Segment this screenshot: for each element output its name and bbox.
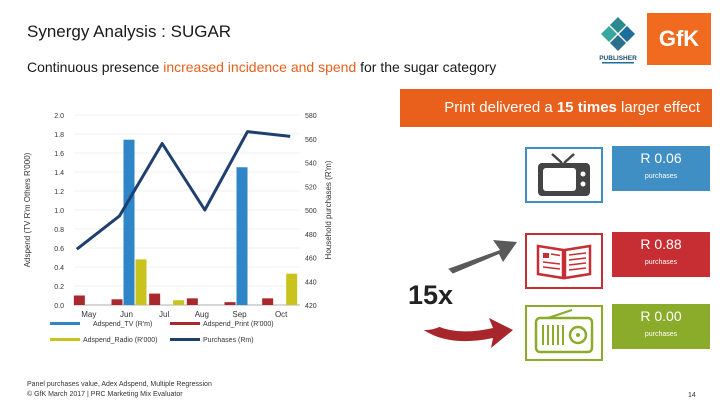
- right-tick-label: 580: [305, 113, 317, 120]
- left-tick-label: 1.8: [54, 132, 64, 139]
- left-tick-label: 0.0: [54, 303, 64, 310]
- legend-label: Adspend_Print (R'000): [203, 321, 274, 328]
- left-tick-label: 1.2: [54, 189, 64, 196]
- x-tick-label: Sep: [232, 310, 247, 319]
- sugar-synergy-chart: 0.0 0.2 0.4 0.6 0.8 1.0 1.2 1.4 1.6 1.8 2.0 420 440 4…: [23, 113, 333, 344]
- right-tick-label: 460: [305, 256, 317, 263]
- bar-print: [111, 299, 123, 305]
- radio-return-label: purchases: [644, 331, 678, 338]
- print-return-label: purchases: [644, 259, 678, 266]
- x-tick-label: Aug: [195, 310, 209, 319]
- footnote-copyright: © GfK March 2017 | PRC Marketing Mix Eva…: [27, 391, 183, 398]
- right-tick-label: 500: [305, 208, 317, 215]
- chart-purchases-line: [75, 130, 291, 251]
- bar-radio: [135, 259, 147, 305]
- gfk-logo: GfK: [647, 13, 711, 65]
- bar-print: [149, 293, 161, 305]
- badge-circle: [390, 260, 460, 330]
- bar-print: [224, 302, 236, 305]
- media-card-tv: R 0.06 purchases: [516, 146, 710, 204]
- bar-radio: [173, 300, 185, 305]
- legend-swatch: [170, 338, 200, 341]
- tv-return-value: R 0.06: [640, 150, 682, 166]
- media-card-print: R 0.88 purchases: [516, 232, 710, 290]
- bar-tv: [236, 167, 248, 305]
- radio-icon: [516, 304, 612, 362]
- left-tick-label: 0.6: [54, 246, 64, 253]
- print-effect-text-start: Print delivered a: [444, 99, 557, 116]
- chart-axes: [74, 114, 300, 306]
- left-tick-label: 0.2: [54, 284, 64, 291]
- tv-value-box: R 0.06 purchases: [612, 146, 710, 191]
- left-tick-label: 0.4: [54, 265, 64, 272]
- left-tick-label: 1.6: [54, 151, 64, 158]
- legend-swatch: [170, 322, 200, 325]
- bar-print: [262, 298, 274, 305]
- purchases-line: [75, 130, 291, 251]
- legend-label: Purchases (Rm): [203, 337, 254, 344]
- print-effect-text-end: larger effect: [616, 99, 700, 116]
- tv-return-label: purchases: [644, 173, 678, 180]
- print-effect-multiplier: 15 times: [556, 99, 617, 116]
- legend-swatch: [50, 322, 80, 325]
- print-value-box: R 0.88 purchases: [612, 232, 710, 277]
- chart-bars: [73, 139, 298, 305]
- legend-label: Adspend_TV (R'm): [93, 321, 152, 328]
- legend-swatch: [50, 338, 80, 341]
- left-tick-label: 1.0: [54, 208, 64, 215]
- y-axis-right-title: Household purchases (R'm): [324, 160, 333, 259]
- right-tick-label: 440: [305, 279, 317, 286]
- bar-radio: [286, 273, 298, 305]
- bar-print: [186, 298, 198, 305]
- chart-legend: Adspend_TV (R'm) Adspend_Print (R'000) Ads…: [50, 321, 274, 344]
- right-tick-label: 540: [305, 161, 317, 168]
- x-tick-label: Jun: [120, 310, 133, 319]
- publisher-logo: PUBLISHER: [596, 14, 640, 66]
- tv-icon: [516, 146, 612, 204]
- publisher-logo-mark-icon: PUBLISHER: [599, 17, 637, 64]
- subtitle-highlight: increased incidence and spend: [163, 59, 357, 75]
- right-tick-label: 420: [305, 303, 317, 310]
- print-return-value: R 0.88: [640, 236, 682, 252]
- x-tick-label: Jul: [159, 310, 169, 319]
- arrow-to-radio-icon: [409, 310, 513, 348]
- left-tick-label: 0.8: [54, 227, 64, 234]
- right-tick-label: 480: [305, 232, 317, 239]
- subtitle-text-end: for the sugar category: [356, 59, 497, 75]
- slide-subtitle: Continuous presence increased incidence …: [27, 59, 496, 75]
- x-tick-label: Oct: [275, 310, 288, 319]
- legend-label: Adspend_Radio (R'000): [83, 337, 158, 344]
- footnote-source: Panel purchases value, Adex Adspend, Mul…: [27, 381, 212, 388]
- left-tick-label: 2.0: [54, 113, 64, 120]
- radio-value-box: R 0.00 purchases: [612, 304, 710, 349]
- right-tick-label: 560: [305, 137, 317, 144]
- open-book-icon: [516, 232, 612, 290]
- effect-multiplier-badge: 15x: [408, 280, 454, 310]
- print-effect-banner: Print delivered a 15 times larger effect: [400, 89, 712, 127]
- bar-tv: [123, 139, 135, 305]
- y-axis-left-title: Adspend (TV R'm Others R'000): [23, 152, 32, 267]
- arrow-graphic: [390, 240, 517, 348]
- radio-return-value: R 0.00: [640, 308, 682, 324]
- slide-title: Synergy Analysis : SUGAR: [27, 22, 232, 41]
- publisher-logo-text: PUBLISHER: [599, 55, 637, 62]
- x-tick-label: May: [81, 310, 96, 319]
- media-card-radio: R 0.00 purchases: [516, 304, 710, 362]
- subtitle-text-start: Continuous presence: [27, 59, 164, 75]
- footnote: Panel purchases value, Adex Adspend, Mul…: [27, 380, 212, 400]
- chart-labels: 0.0 0.2 0.4 0.6 0.8 1.0 1.2 1.4 1.6 1.8 2.0 420 440 4…: [23, 113, 333, 319]
- right-tick-label: 520: [305, 184, 317, 191]
- page-number: 14: [688, 392, 696, 399]
- left-tick-label: 1.4: [54, 170, 64, 177]
- bar-print: [73, 295, 85, 305]
